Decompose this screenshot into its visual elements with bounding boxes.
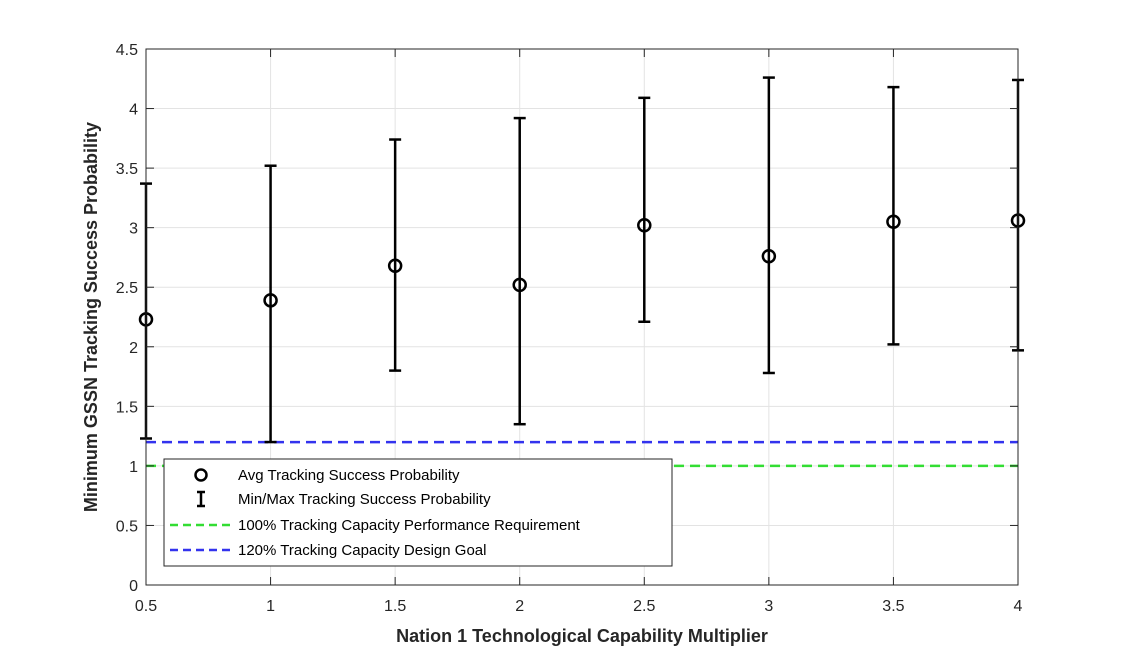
x-tick-label: 2.5 bbox=[633, 598, 655, 615]
legend-avg-marker bbox=[194, 468, 208, 482]
legend-goal-label: 120% Tracking Capacity Design Goal bbox=[238, 542, 486, 559]
legend: Avg Tracking Success Probability Min/Max… bbox=[163, 458, 673, 567]
avg-point bbox=[637, 218, 652, 233]
x-tick-label: 3.5 bbox=[882, 598, 904, 615]
legend-requirement-label: 100% Tracking Capacity Performance Requi… bbox=[238, 517, 581, 534]
x-tick-label: 2 bbox=[515, 598, 524, 615]
legend-avg-label: Avg Tracking Success Probability bbox=[238, 467, 460, 484]
avg-point bbox=[512, 277, 527, 293]
x-tick-label: 4 bbox=[1014, 598, 1023, 615]
avg-point bbox=[387, 258, 403, 274]
avg-point bbox=[761, 249, 777, 264]
y-tick-label: 2 bbox=[129, 340, 138, 357]
y-tick-label: 1.5 bbox=[116, 399, 138, 416]
y-tick-label: 0 bbox=[129, 578, 138, 595]
y-tick-label: 2.5 bbox=[116, 280, 138, 297]
x-tick-label: 1.5 bbox=[384, 598, 406, 615]
axes-box bbox=[145, 48, 1019, 586]
x-tick-label: 0.5 bbox=[135, 598, 157, 615]
avg-point bbox=[886, 214, 901, 229]
legend-minmax-marker bbox=[197, 490, 205, 508]
legend-box bbox=[163, 458, 673, 567]
x-axis-label: Nation 1 Technological Capability Multip… bbox=[396, 626, 768, 646]
y-ticks: 0 0.5 1 1.5 2 2.5 3 3.5 4 4.5 bbox=[116, 42, 1018, 595]
x-tick-label: 3 bbox=[764, 598, 773, 615]
y-tick-label: 3.5 bbox=[116, 161, 138, 178]
x-tick-label: 1 bbox=[266, 598, 275, 615]
y-tick-label: 1 bbox=[129, 459, 138, 476]
y-tick-label: 4 bbox=[129, 102, 138, 119]
y-tick-label: 4.5 bbox=[116, 42, 138, 59]
y-axis-label: Minimum GSSN Tracking Success Probabilit… bbox=[81, 122, 101, 512]
avg-point bbox=[263, 293, 278, 308]
y-tick-label: 3 bbox=[129, 221, 138, 238]
y-tick-label: 0.5 bbox=[116, 518, 138, 535]
x-ticks: 0.5 1 1.5 2 2.5 3 3.5 4 bbox=[135, 49, 1023, 615]
legend-minmax-label: Min/Max Tracking Success Probability bbox=[238, 491, 491, 508]
